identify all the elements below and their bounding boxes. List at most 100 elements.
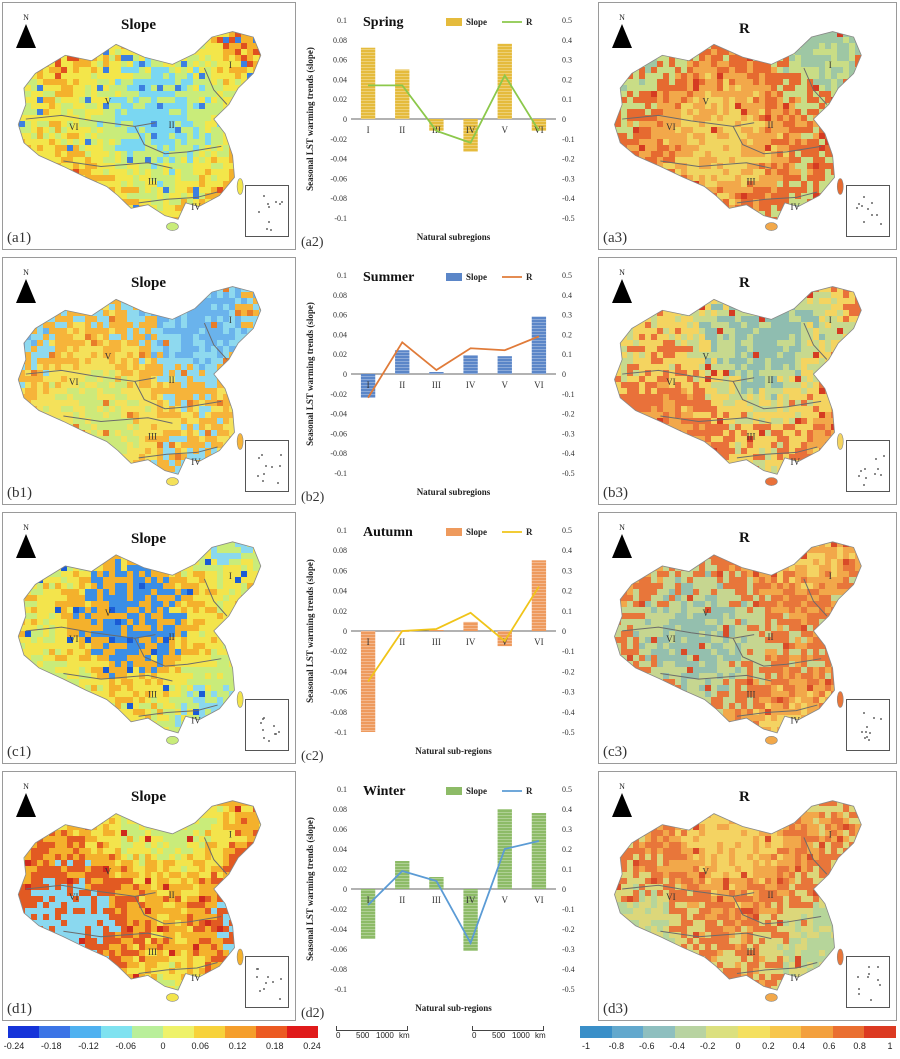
region-label: II [169, 632, 175, 642]
region-label: V [702, 96, 709, 106]
legend-swatch [194, 1026, 225, 1038]
legend-tick-label: 0.2 [762, 1041, 775, 1051]
legend-tick-label: 1 [887, 1041, 893, 1051]
north-arrow-icon: N [15, 523, 37, 558]
region-label: VI [666, 634, 676, 644]
x-tick-label: III [432, 895, 441, 905]
y2-tick-label: 0.4 [562, 291, 572, 300]
slope-bar [531, 119, 547, 131]
region-label: III [148, 432, 157, 442]
y-tick-label: -0.08 [330, 965, 347, 974]
r-color-legend [580, 1025, 896, 1038]
y2-tick-label: 0.2 [562, 75, 572, 84]
r-series-line [367, 586, 540, 683]
region-boundary [63, 673, 173, 682]
y-tick-label: 0 [343, 627, 347, 636]
region-label: V [702, 866, 709, 876]
north-arrow-icon: N [611, 782, 633, 817]
panel-label: (c2) [301, 749, 324, 764]
region-label: V [702, 608, 709, 618]
north-arrow-icon: N [611, 523, 633, 558]
y2-tick-label: -0.1 [562, 905, 575, 914]
y-tick-label: -0.02 [330, 135, 347, 144]
region-label: IV [791, 457, 801, 467]
y2-tick-label: -0.5 [562, 985, 575, 994]
region-label: II [768, 632, 774, 642]
map-outline [17, 541, 262, 734]
map-panel-d1: I II III IV V VI Slope N (d1) [2, 771, 296, 1021]
r-series-line [367, 335, 540, 399]
y-tick-label: -0.1 [334, 214, 347, 223]
chart-panel-c2: 0.1 0.08 0.06 0.04 0.02 0 -0.02 -0.04 -0.06 -0.08… [299, 512, 596, 764]
region-label: IV [191, 202, 201, 212]
legend-swatch [832, 1026, 865, 1038]
y-tick-label: 0.02 [333, 95, 347, 104]
legend-r-label: R [526, 17, 533, 27]
y-tick-label: 0 [343, 370, 347, 379]
panel-label: (d3) [603, 1001, 628, 1017]
legend-tick-label: -0.2 [699, 1041, 716, 1051]
y2-tick-label: 0.5 [562, 526, 572, 535]
legend-tick-label: 0.06 [191, 1041, 210, 1051]
region-label: VI [69, 377, 79, 387]
region-label: II [768, 890, 774, 900]
y2-tick-label: -0.2 [562, 155, 575, 164]
legend-tick-label: 0.8 [853, 1041, 866, 1051]
map-outline [614, 800, 862, 991]
region-label: VI [69, 634, 79, 644]
y2-tick-label: -0.4 [562, 708, 575, 717]
chart-title: Winter [363, 784, 406, 799]
south-china-sea-inset [245, 440, 289, 492]
region-boundary [736, 191, 818, 204]
slope-bar [497, 356, 512, 374]
y2-tick-label: -0.2 [562, 925, 575, 934]
y-tick-label: -0.1 [334, 728, 347, 737]
south-china-sea-inset [245, 956, 289, 1008]
x-tick-label: VI [534, 637, 544, 647]
region-boundary [203, 322, 228, 360]
legend-swatch [287, 1026, 318, 1038]
region-boundary [134, 381, 222, 410]
legend-tick-label: -0.18 [40, 1041, 62, 1051]
legend-tick-label: 0.12 [228, 1041, 247, 1051]
region-label: II [169, 120, 175, 130]
y-tick-label: -0.06 [330, 174, 347, 183]
slope-bar [463, 119, 478, 152]
y-tick-label: -0.02 [330, 390, 347, 399]
taiwan-island [236, 433, 244, 450]
legend-tick-label: -0.06 [115, 1041, 137, 1051]
south-china-sea-inset [846, 185, 890, 237]
region-boundary [134, 638, 222, 667]
legend-tick-label: -1 [581, 1041, 591, 1051]
x-tick-label: IV [466, 637, 476, 647]
legend-swatch [132, 1026, 163, 1038]
x-tick-label: II [399, 380, 405, 390]
y2-tick-label: 0.1 [562, 350, 572, 359]
slope-bar [463, 621, 478, 631]
region-label: IV [191, 457, 201, 467]
legend-swatch [70, 1026, 101, 1038]
legend-tick-label: 0.6 [822, 1041, 836, 1051]
legend-r-label: R [526, 786, 533, 796]
region-label: V [702, 351, 709, 361]
map-title: Slope [121, 17, 157, 33]
region-label: IV [791, 973, 801, 983]
region-boundary [203, 837, 228, 875]
chart-panel-d2: 0.1 0.08 0.06 0.04 0.02 0 -0.02 -0.04 -0.06 -0.08… [299, 771, 596, 1021]
region-boundary [203, 578, 228, 617]
legend-swatch [8, 1026, 39, 1038]
region-boundary [732, 126, 822, 155]
y2-tick-label: -0.3 [562, 429, 575, 438]
scale-bar-2: 0 500 1000 km [472, 1026, 582, 1041]
y2-tick-label: -0.3 [562, 174, 575, 183]
region-label: III [747, 947, 756, 957]
y-tick-label: 0.06 [333, 311, 347, 320]
y2-tick-label: -0.4 [562, 965, 575, 974]
map-title: R [739, 530, 750, 546]
y-tick-label: -0.04 [330, 155, 347, 164]
region-boundary [134, 896, 222, 925]
x-axis-label: Natural sub-regions [415, 746, 492, 756]
north-arrow-icon: N [15, 268, 37, 303]
x-tick-label: III [432, 380, 441, 390]
